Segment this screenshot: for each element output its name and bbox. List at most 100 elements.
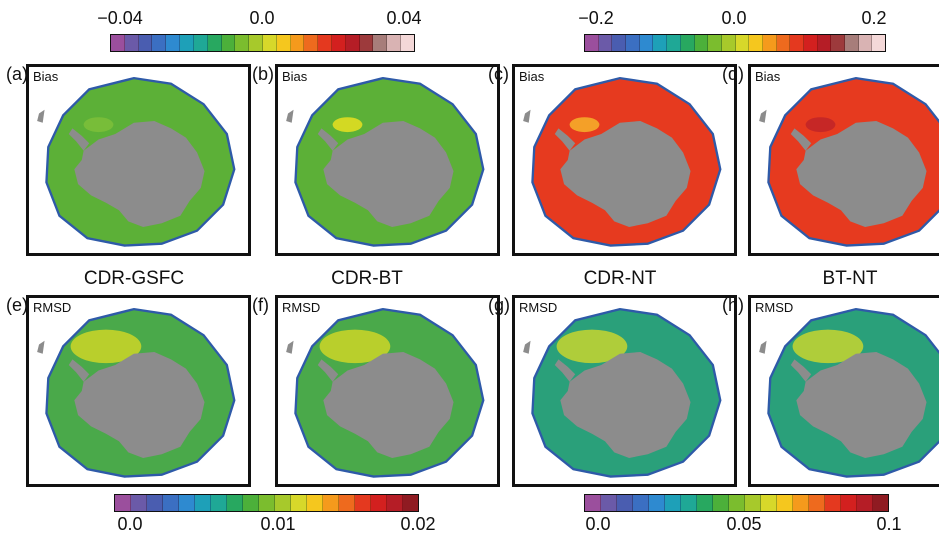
stat-label: Bias xyxy=(519,69,545,84)
color-strip xyxy=(584,34,886,52)
south-america-tip xyxy=(523,340,531,354)
color-cell xyxy=(585,35,599,51)
color-cell xyxy=(667,35,681,51)
antarctica-landmass xyxy=(560,351,691,458)
color-cell xyxy=(665,495,681,511)
color-cell xyxy=(708,35,722,51)
tick-label: −0.04 xyxy=(97,8,143,28)
color-cell xyxy=(262,35,277,51)
sea-ice-anomaly xyxy=(805,117,836,133)
sea-ice-anomaly xyxy=(792,329,864,364)
panel-label-f: (f) xyxy=(252,295,269,315)
stat-label: RMSD xyxy=(519,300,558,315)
south-america-tip xyxy=(286,109,294,123)
color-cell xyxy=(694,35,709,51)
tick-label: −0.2 xyxy=(578,8,614,28)
stat-label: RMSD xyxy=(33,300,72,315)
tick-label: 0.0 xyxy=(585,514,611,534)
antarctic-map xyxy=(523,307,722,478)
tick-label: 0.04 xyxy=(386,8,422,28)
color-cell xyxy=(259,495,275,511)
color-cell xyxy=(721,35,736,51)
sea-ice-anomaly xyxy=(556,329,628,364)
color-cell xyxy=(318,35,332,51)
antarctica-landmass xyxy=(323,351,454,458)
antarctic-peninsula xyxy=(317,359,339,382)
color-cell xyxy=(355,495,371,511)
south-america-tip xyxy=(286,340,294,354)
color-cell xyxy=(697,495,713,511)
column-title-bt-nt: BT-NT xyxy=(822,268,878,289)
sea-ice-anomaly xyxy=(319,329,391,364)
stat-label: RMSD xyxy=(282,300,321,315)
panel-label-d: (d) xyxy=(722,64,744,84)
color-cell xyxy=(649,495,665,511)
color-cell xyxy=(745,495,761,511)
color-cell xyxy=(339,495,355,511)
color-cell xyxy=(617,495,633,511)
color-cell xyxy=(809,495,825,511)
antarctica-landmass xyxy=(323,120,454,227)
tick-label: 0.0 xyxy=(721,8,747,28)
color-cell xyxy=(195,495,211,511)
color-cell xyxy=(735,35,750,51)
color-cell xyxy=(653,35,668,51)
tick-label: 0.02 xyxy=(400,514,436,534)
tick-label: 0.01 xyxy=(260,514,296,534)
bias-colorbar-left: −0.04 0.0 0.04 xyxy=(97,8,422,58)
antarctica-landmass xyxy=(74,351,205,458)
map-panel-a: Bias xyxy=(26,64,251,256)
south-america-tip xyxy=(523,109,531,123)
antarctica-landmass xyxy=(560,120,691,227)
antarctic-map xyxy=(37,76,236,247)
color-cell xyxy=(207,35,222,51)
color-cell xyxy=(166,35,181,51)
map-panel-g: RMSD xyxy=(512,295,737,487)
antarctica-landmass xyxy=(74,120,205,227)
antarctica-landmass xyxy=(796,351,927,458)
antarctic-map xyxy=(523,76,722,247)
color-cell xyxy=(387,35,402,51)
color-cell xyxy=(276,35,291,51)
rmsd-colorbar-right: 0.0 0.05 0.1 xyxy=(584,494,924,540)
color-cell xyxy=(243,495,259,511)
panel-label-h: (h) xyxy=(722,295,744,315)
tick-label: 0.2 xyxy=(861,8,887,28)
color-cell xyxy=(729,495,745,511)
antarctica-landmass xyxy=(796,120,927,227)
color-cell xyxy=(790,35,804,51)
color-cell xyxy=(681,495,697,511)
color-cell xyxy=(323,495,339,511)
color-cell xyxy=(124,35,139,51)
sea-ice-anomaly xyxy=(83,117,114,133)
color-cell xyxy=(163,495,179,511)
color-cell xyxy=(831,35,846,51)
map-panel-h: RMSD xyxy=(748,295,939,487)
column-title-cdr-nt: CDR-NT xyxy=(583,268,657,289)
color-cell xyxy=(111,35,125,51)
color-cell xyxy=(873,495,888,511)
color-cell xyxy=(373,35,388,51)
antarctic-peninsula xyxy=(317,128,339,151)
color-cell xyxy=(817,35,832,51)
color-cell xyxy=(633,495,649,511)
sea-ice-anomaly xyxy=(569,117,600,133)
color-cell xyxy=(179,495,195,511)
color-cell xyxy=(131,495,147,511)
map-panel-b: Bias xyxy=(275,64,500,256)
antarctic-map xyxy=(286,307,485,478)
color-cell xyxy=(858,35,873,51)
panel-label-e: (e) xyxy=(6,295,28,315)
antarctic-peninsula xyxy=(554,128,576,151)
antarctic-map xyxy=(759,307,939,478)
color-cell xyxy=(804,35,818,51)
panel-label-c: (c) xyxy=(488,64,509,84)
tick-label: 0.05 xyxy=(726,514,762,534)
panel-label-b: (b) xyxy=(252,64,274,84)
map-panel-f: RMSD xyxy=(275,295,500,487)
color-cell xyxy=(872,35,886,51)
antarctic-peninsula xyxy=(554,359,576,382)
color-cell xyxy=(841,495,857,511)
column-title-cdr-gsfc: CDR-GSFC xyxy=(83,268,185,289)
stat-label: Bias xyxy=(755,69,781,84)
